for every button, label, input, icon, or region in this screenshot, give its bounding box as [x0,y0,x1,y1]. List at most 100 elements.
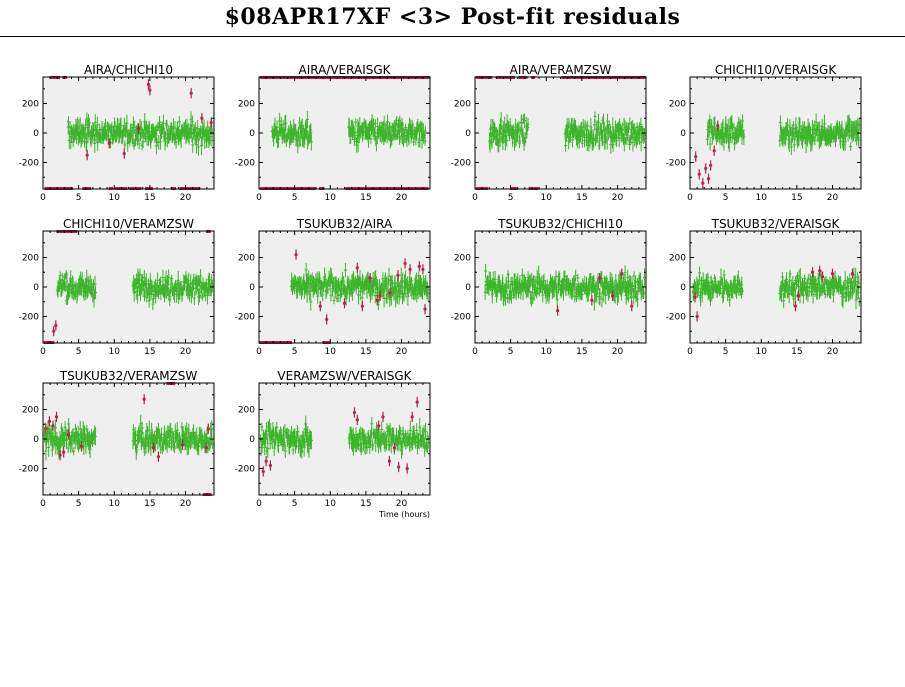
chart-title: AIRA/VERAMZSW [510,63,612,77]
x-tick-label: 0 [256,193,262,203]
flagged-point [375,298,379,302]
chart-title: TSUKUB32/AIRA [296,217,393,231]
flagged-point [423,307,427,311]
x-tick-label: 20 [827,193,839,203]
y-tick-label: 200 [669,100,686,110]
data-layer [694,113,861,189]
title-rule [0,36,905,37]
flagged-point [355,266,359,270]
data-layer [52,268,214,337]
x-tick-label: 5 [292,193,298,203]
x-tick-label: 0 [40,193,46,203]
flagged-point [697,172,701,176]
x-tick-label: 20 [396,347,408,357]
flagged-point [189,91,193,95]
y-tick-label: -200 [19,158,40,168]
flagged-point [701,181,705,185]
y-tick-label: 0 [465,129,471,139]
flagged-point [318,304,322,308]
flagged-point [378,294,382,298]
y-tick-label: 200 [454,100,471,110]
chart-panel: TSUKUB32/CHICHI10 0 5 10 15 20 -200 0 200 [451,217,647,357]
x-tick-label: 15 [576,347,587,357]
y-tick-label: 200 [238,100,255,110]
page-title: $08APR17XF <3> Post-fit residuals [224,4,681,30]
y-tick-label: -200 [451,312,472,322]
flagged-point [417,264,421,268]
data-layer [488,111,646,154]
flagged-point [421,267,425,271]
y-tick-label: 0 [33,283,39,293]
x-tick-label: 20 [612,193,624,203]
flagged-point [146,82,151,86]
x-tick-label: 15 [576,193,587,203]
y-tick-label: 200 [454,254,471,264]
flagged-point [590,298,594,302]
flagged-point [704,166,708,170]
data-layer [483,263,646,316]
y-tick-label: -200 [19,312,40,322]
chart-title: CHICHI10/VERAMZSW [63,217,194,231]
flagged-point [598,276,602,280]
data-layer [289,249,430,325]
x-tick-label: 0 [40,347,46,357]
y-tick-label: -200 [235,158,256,168]
x-tick-label: 0 [256,347,262,357]
x-tick-label: 10 [541,347,553,357]
x-tick-label: 20 [396,193,408,203]
chart-title: CHICHI10/VERAISGK [715,63,838,77]
x-tick-label: 5 [292,347,298,357]
flagged-point [107,141,111,145]
flagged-point [122,152,126,156]
chart-title: TSUKUB32/CHICHI10 [497,217,623,231]
x-tick-label: 5 [508,193,514,203]
x-tick-label: 5 [76,193,82,203]
y-tick-label: -200 [666,158,687,168]
flagged-point [209,121,213,125]
y-tick-label: -200 [235,312,256,322]
flagged-point [706,177,711,181]
x-tick-label: 20 [180,347,192,357]
x-tick-label: 0 [472,193,478,203]
x-tick-label: 10 [541,193,553,203]
data-layer [270,111,427,154]
flagged-point [85,153,89,157]
flagged-point [716,124,720,128]
flagged-point [388,291,392,295]
flagged-point [709,163,713,168]
flagged-point [556,308,560,313]
y-tick-label: 0 [465,283,471,293]
y-tick-label: 200 [238,254,255,264]
flagged-point [342,301,347,305]
x-tick-label: 15 [144,347,155,357]
y-tick-label: 0 [249,129,255,139]
chart-panel: AIRA/VERAISGK 0 5 10 15 20 -200 0 200 [235,63,431,203]
x-tick-label: 5 [76,347,82,357]
flagged-point [148,88,152,92]
y-tick-label: 0 [680,129,686,139]
x-tick-label: 20 [612,347,624,357]
x-tick-label: 5 [723,193,729,203]
x-tick-label: 15 [144,193,155,203]
flagged-point [54,323,58,327]
flagged-point [368,276,372,280]
flagged-point [294,252,298,257]
data-layer [66,79,214,161]
x-tick-label: 10 [325,347,337,357]
flagged-point [694,154,698,159]
y-tick-label: 200 [22,254,39,264]
y-tick-label: 0 [33,129,39,139]
chart-panel: AIRA/CHICHI10 0 5 10 15 20 -200 0 200 [19,63,215,203]
x-tick-label: 5 [508,347,514,357]
chart-title: AIRA/CHICHI10 [84,63,173,77]
flagged-point [52,329,56,333]
y-tick-label: -200 [451,158,472,168]
x-tick-label: 20 [180,193,192,203]
flagged-point [712,149,716,153]
chart-panel: CHICHI10/VERAMZSW 0 5 10 15 20 -200 0 200 [19,217,215,357]
x-tick-label: 15 [791,193,802,203]
x-tick-label: 15 [360,347,371,357]
y-tick-label: 200 [22,100,39,110]
flagged-point [396,273,400,277]
